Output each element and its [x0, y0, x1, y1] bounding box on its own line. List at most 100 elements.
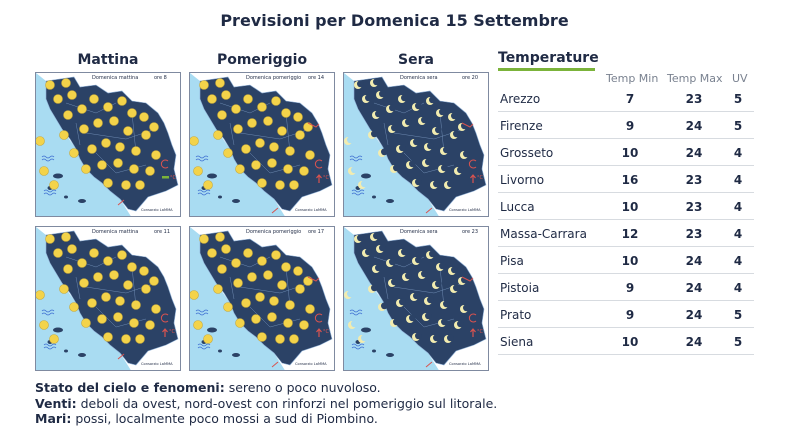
table-row: Livorno 16 23 4: [498, 166, 754, 193]
uv-value: 5: [733, 308, 743, 322]
sun-icon: [289, 180, 299, 190]
sun-icon: [79, 124, 89, 134]
sun-icon: [36, 290, 45, 300]
moon-icon: [432, 126, 442, 135]
uv-value: 4: [733, 254, 743, 268]
forecast-map: °C Domenica sera ore 20 Consorzio LaMMA: [343, 72, 489, 217]
moon-icon: [430, 334, 440, 343]
city-name: Grosseto: [500, 146, 554, 160]
sun-icon: [77, 104, 87, 114]
sun-icon: [267, 158, 277, 168]
map-credit: Consorzio LaMMA: [295, 208, 327, 212]
tuscany-map: °C: [344, 227, 487, 370]
moon-icon: [438, 164, 448, 173]
map-label: Domenica sera: [400, 229, 438, 235]
sun-icon: [285, 146, 295, 156]
sun-icon: [127, 108, 137, 118]
province-borders: [219, 256, 311, 328]
map-label: Domenica mattina: [92, 75, 139, 81]
forecast-map: °C Domenica pomeriggio ore 17 Consorzio LaM…: [189, 226, 335, 371]
temp-min-value: 9: [625, 308, 635, 322]
sun-icon: [275, 180, 285, 190]
sea-wave-icon: [351, 189, 365, 196]
temp-min-value: 10: [621, 146, 639, 160]
sun-icon: [81, 164, 91, 174]
moon-icon: [422, 158, 432, 167]
sun-icon: [289, 334, 299, 344]
sun-icon: [151, 304, 161, 314]
moon-icon: [436, 108, 446, 117]
temperature-rise-icon: °C: [316, 328, 330, 337]
tuscany-map: °C: [36, 73, 179, 216]
island: [372, 349, 376, 353]
sun-icon: [89, 248, 99, 258]
province-borders: [65, 102, 157, 174]
temp-max-value: 24: [685, 254, 703, 268]
note-sky-label: Stato del cielo e fenomeni:: [35, 380, 225, 395]
sun-icon: [271, 250, 281, 260]
moon-icon: [396, 298, 406, 307]
moon-icon: [362, 248, 372, 257]
map-label: Domenica pomeriggio: [246, 229, 302, 235]
temp-max-value: 24: [685, 335, 703, 349]
sun-icon: [59, 130, 69, 140]
column-heading-mattina: Mattina: [77, 52, 139, 68]
temp-min-value: 9: [625, 119, 635, 133]
sun-icon: [141, 284, 151, 294]
sun-icon: [299, 166, 309, 176]
island: [218, 349, 222, 353]
map-time: ore 23: [462, 229, 479, 235]
sun-icon: [101, 292, 111, 302]
sun-icon: [36, 136, 45, 146]
moon-icon: [436, 262, 446, 271]
island: [64, 195, 68, 199]
temp-min-value: 10: [621, 335, 639, 349]
note-sky: Stato del cielo e fenomeni: sereno o poc…: [35, 380, 497, 396]
sun-icon: [113, 312, 123, 322]
forecast-map: °C Domenica mattina ore 11 Consorzio LaMMA: [35, 226, 181, 371]
sun-icon: [129, 318, 139, 328]
sun-icon: [69, 148, 79, 158]
sun-icon: [251, 314, 261, 324]
sun-icon: [115, 142, 125, 152]
island: [361, 173, 371, 179]
moon-icon: [398, 94, 408, 103]
sun-icon: [233, 124, 243, 134]
sun-icon: [247, 272, 257, 282]
sun-icon: [305, 304, 315, 314]
moon-icon: [402, 118, 412, 127]
sun-icon: [243, 248, 253, 258]
moon-icon: [348, 320, 358, 329]
sun-icon: [257, 102, 267, 112]
island: [207, 173, 217, 179]
island: [361, 327, 371, 333]
note-sea-label: Mari:: [35, 411, 72, 426]
moon-icon: [358, 334, 368, 343]
sun-icon: [251, 160, 261, 170]
uv-value: 4: [733, 200, 743, 214]
moon-icon: [370, 232, 380, 241]
sun-icon: [303, 276, 313, 286]
moon-icon: [410, 138, 420, 147]
sun-icon: [67, 244, 77, 254]
map-time: ore 11: [154, 229, 171, 235]
moon-icon: [406, 160, 416, 169]
sun-icon: [59, 284, 69, 294]
map-credit: Consorzio LaMMA: [295, 362, 327, 366]
city-name: Livorno: [500, 173, 545, 187]
sun-icon: [139, 112, 149, 122]
moon-icon: [370, 78, 380, 87]
moon-icon: [438, 318, 448, 327]
moon-icon: [418, 116, 428, 125]
forecast-map: °C Domenica mattina ore 8 Consorzio LaMMA: [35, 72, 181, 217]
sea-wave-icon: [43, 343, 57, 350]
sun-icon: [299, 320, 309, 330]
island: [53, 327, 63, 333]
svg-text:°C: °C: [477, 175, 484, 181]
sun-icon: [53, 94, 63, 104]
sun-icon: [53, 248, 63, 258]
sun-icon: [247, 118, 257, 128]
sun-icon: [39, 320, 49, 330]
moon-icon: [388, 124, 398, 133]
sun-icon: [241, 144, 251, 154]
